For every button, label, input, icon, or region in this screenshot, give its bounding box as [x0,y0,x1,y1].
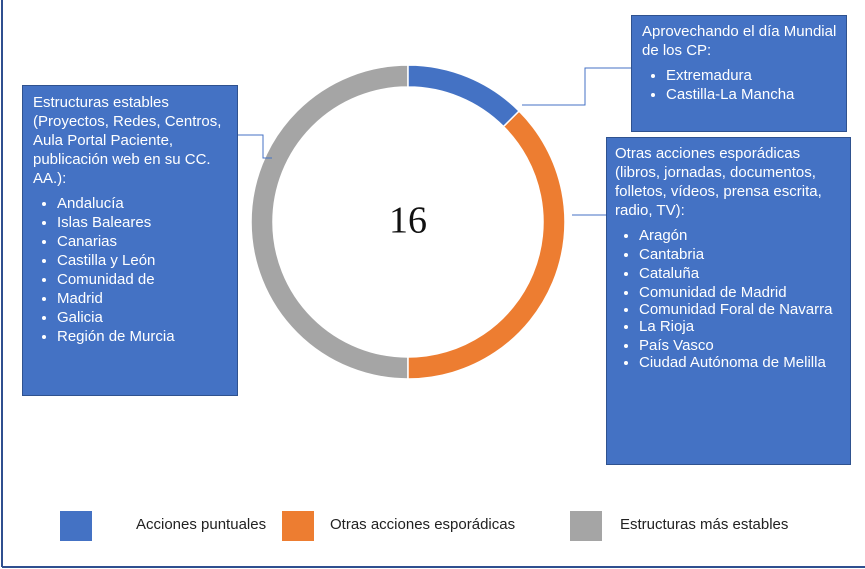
callout-title: Estructuras estables (Proyectos, Redes, … [33,94,222,187]
callout-item: Ciudad Autónoma de Melilla [639,355,846,370]
callout: Estructuras estables (Proyectos, Redes, … [22,85,238,396]
callout-item: Castilla-La Mancha [666,85,842,104]
callout-item: Comunidad Foral de Navarra [639,302,846,317]
callout-item: Canarias [57,232,233,251]
callout-item: La Rioja [639,317,846,336]
connector [237,134,272,159]
callout-item: Cataluña [639,264,846,283]
callout-item: Galicia [57,308,233,327]
callout: Otras acciones esporádicas (libros, jorn… [606,137,851,465]
callout-item: Madrid [57,289,233,308]
legend-swatch [570,511,602,541]
callout-item: Aragón [639,226,846,245]
callout: Aprovechando el día Mundial de los CP: Ex… [631,15,847,132]
legend-label: Otras acciones esporádicas [330,516,516,533]
legend-label: Acciones puntuales [136,516,267,533]
callout-item: Cantabria [639,245,846,264]
center-label: 16 [389,200,427,242]
callout-item: Extremadura [666,66,842,85]
legend-swatch [282,511,314,541]
donut-segment [250,64,409,380]
callout-item: Castilla y León [57,251,233,270]
legend-label: Estructuras más estables [620,516,789,533]
donut-segment [407,64,521,128]
callout-item: Región de Murcia [57,327,233,346]
legend-swatch [60,511,92,541]
callout-list: ExtremaduraCastilla-La Mancha [642,66,842,104]
callout-title: Aprovechando el día Mundial de los CP: [642,23,837,59]
callout-list: AragónCantabriaCataluñaComunidad de Madr… [615,226,846,370]
connector [522,67,631,106]
callout-item: Comunidad de [57,270,233,289]
callout-item: País Vasco [639,336,846,355]
callout-item: Andalucía [57,194,233,213]
donut-segment [407,109,566,380]
callout-list: AndalucíaIslas BalearesCanariasCastilla … [33,194,233,346]
callout-item: Comunidad de Madrid [639,283,846,302]
callout-item: Islas Baleares [57,213,233,232]
callout-title: Otras acciones esporádicas (libros, jorn… [615,145,822,219]
